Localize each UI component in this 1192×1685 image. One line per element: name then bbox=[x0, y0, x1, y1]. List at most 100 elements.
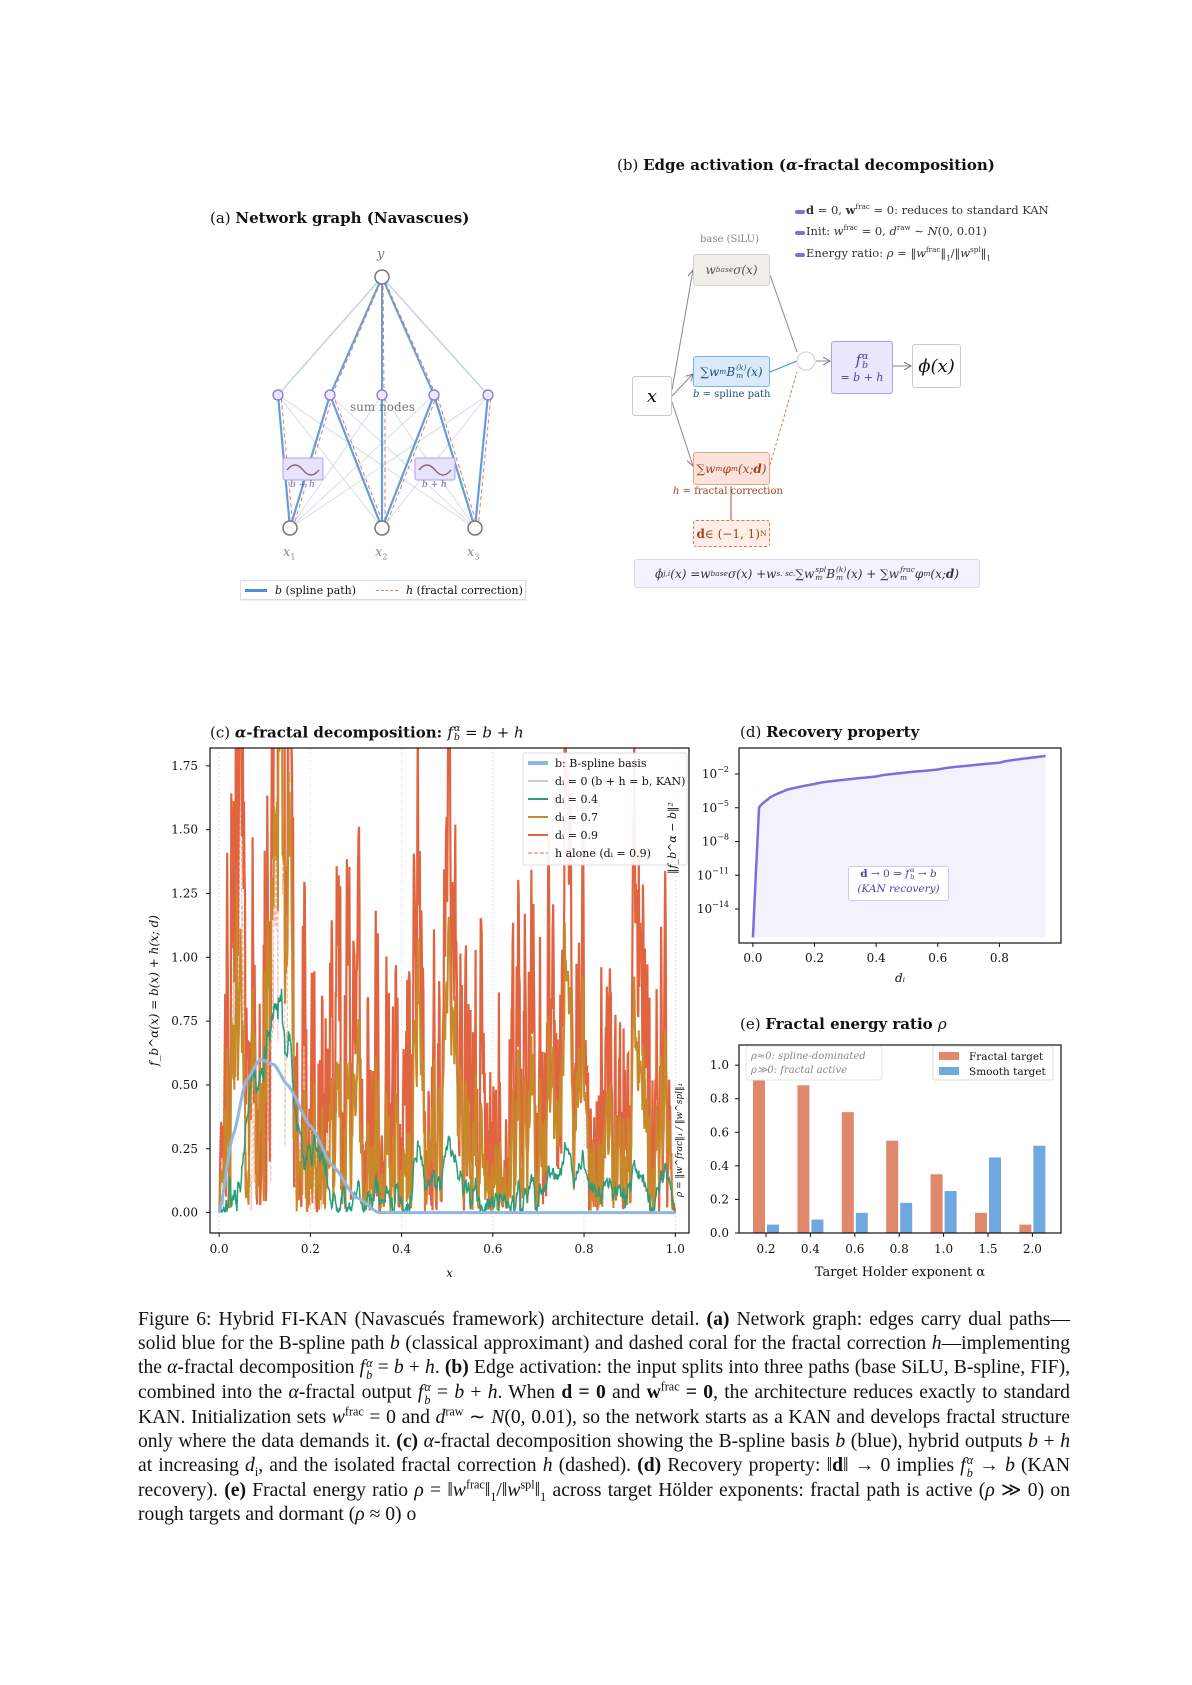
sub-script: 1 bbox=[540, 1489, 547, 1504]
text-run: ‖ bbox=[484, 1479, 491, 1501]
fractal-edge bbox=[477, 394, 492, 529]
text-run: d bbox=[435, 1406, 446, 1428]
text-run: B bbox=[726, 364, 736, 379]
legend-box bbox=[932, 1045, 1054, 1081]
x-tick-label: 0.2 bbox=[805, 951, 824, 965]
y-tick-label: 0.4 bbox=[710, 1159, 729, 1173]
text-run: ∼ bbox=[910, 224, 928, 238]
spline-caption: b = spline path bbox=[693, 389, 770, 400]
bar-fractal bbox=[886, 1140, 899, 1233]
text-run: d bbox=[860, 868, 868, 880]
network-graph bbox=[272, 269, 494, 536]
sum-node bbox=[482, 389, 494, 401]
base-label: base (SiLU) bbox=[700, 234, 759, 245]
input-label-x3: x3 bbox=[467, 545, 480, 562]
series-line-3 bbox=[218, 748, 677, 1213]
text-run: d bbox=[832, 1455, 844, 1477]
sub-script: b bbox=[366, 1367, 373, 1382]
text-run: ρ bbox=[985, 1479, 995, 1501]
f-box-sub: = b + h bbox=[840, 370, 884, 384]
x-tick-label: 0.2 bbox=[756, 1242, 775, 1256]
plot-area bbox=[217, 748, 677, 1215]
sup-script: frac bbox=[660, 1379, 680, 1394]
spline-edge bbox=[277, 276, 383, 396]
spline-edge bbox=[381, 276, 489, 396]
output-phi-box: ϕ(x) bbox=[912, 344, 961, 388]
text-run: Network graph: edges carry dual paths—so… bbox=[138, 1309, 1070, 1355]
figure-caption: Figure 6: Hybrid FI-KAN (Navascués frame… bbox=[138, 1308, 1070, 1527]
sup-script: frac bbox=[344, 1404, 364, 1419]
panel-b-title: (b) Edge activation (α-fractal decomposi… bbox=[617, 157, 995, 174]
text-run: b bbox=[835, 1430, 846, 1452]
exponent: −5 bbox=[717, 799, 729, 808]
axes-frame bbox=[209, 747, 690, 1234]
sub-script: b bbox=[862, 360, 869, 372]
text-run: (x) bbox=[746, 364, 763, 379]
text-run: f bbox=[359, 1357, 366, 1379]
bar-fractal bbox=[975, 1212, 987, 1233]
x-tick-label: 0.6 bbox=[483, 1242, 502, 1256]
text-run: (x; bbox=[737, 461, 754, 476]
bar-smooth bbox=[1033, 1145, 1046, 1233]
text-run: b bbox=[390, 1333, 400, 1355]
bar-smooth bbox=[989, 1157, 1001, 1233]
text-run: ≫ 0) on rough targets and dormant ( bbox=[138, 1479, 1071, 1525]
legend: b: B-spline basis dᵢ = 0 (b + h = b, KAN)… bbox=[522, 752, 688, 866]
x-tick-label: 2.0 bbox=[1023, 1242, 1042, 1256]
text-run: α bbox=[423, 1430, 434, 1452]
text-run: ‖ bbox=[940, 246, 947, 260]
sub-script: 1 bbox=[490, 1489, 497, 1504]
sup-script: spl bbox=[970, 245, 981, 255]
text-run: w bbox=[646, 1382, 661, 1404]
y-tick-label: 0.50 bbox=[171, 1078, 198, 1092]
light-edge bbox=[289, 394, 489, 529]
sub-script: 3 bbox=[474, 552, 480, 562]
y-tick-label: 10−14 bbox=[697, 900, 729, 916]
text-run: ∈ (−1, 1) bbox=[704, 526, 760, 541]
x-tick-label: 0.2 bbox=[301, 1242, 320, 1256]
text-run: d bbox=[245, 1455, 255, 1477]
y-tick-label: 1.00 bbox=[171, 950, 198, 964]
base-connector bbox=[769, 274, 798, 353]
text-run: B bbox=[826, 566, 836, 581]
y-tick-label: 1.25 bbox=[171, 887, 198, 901]
y-tick-label: 10−2 bbox=[702, 765, 729, 781]
text-run: Recovery property bbox=[766, 723, 920, 741]
text-run: (x) + ∑ bbox=[846, 566, 889, 581]
axes-frame bbox=[738, 1044, 1062, 1234]
legend-label: dᵢ = 0.9 bbox=[555, 829, 598, 842]
text-run: = bbox=[430, 1382, 455, 1404]
sub-script: 2 bbox=[382, 552, 388, 562]
fractal-connector bbox=[769, 371, 798, 466]
text-run: /‖ bbox=[496, 1479, 508, 1501]
text-run: α bbox=[288, 1382, 299, 1404]
spline-box: ∑ w m B (k) m (x) bbox=[693, 356, 770, 387]
sup-script: α bbox=[910, 866, 915, 875]
y-tick-label: 10−11 bbox=[697, 866, 729, 882]
arrow-to-spline bbox=[671, 374, 693, 397]
text-run: d bbox=[945, 566, 955, 581]
arrow-to-base bbox=[671, 270, 693, 391]
spline-edge bbox=[328, 394, 384, 529]
note-reduces-to-kan: d = 0, wfrac = 0: reduces to standard KA… bbox=[806, 203, 1049, 217]
text-run: ρ bbox=[937, 1015, 947, 1033]
text-run: w bbox=[888, 566, 899, 581]
bar-fractal bbox=[797, 1085, 810, 1233]
fractal-edge bbox=[436, 394, 479, 529]
light-edge bbox=[329, 394, 476, 529]
text-run: x bbox=[467, 545, 475, 560]
exponent: −8 bbox=[717, 833, 729, 842]
fractal-edge bbox=[382, 276, 385, 396]
script-stack: spl m bbox=[815, 566, 826, 581]
panel-e-title: (e) Fractal energy ratio ρ bbox=[740, 1016, 947, 1033]
text-run: = 0: reduces to standard KAN bbox=[869, 203, 1049, 217]
text-run: → bbox=[914, 868, 930, 880]
sub-script: b bbox=[424, 1392, 431, 1407]
edge-activation-diagram bbox=[671, 210, 911, 520]
x-axis-label: dᵢ bbox=[895, 971, 906, 985]
text-run: w bbox=[708, 364, 720, 379]
text-run: h bbox=[406, 583, 414, 597]
text-run: and bbox=[605, 1382, 647, 1404]
text-run: (KAN recovery). bbox=[138, 1455, 1071, 1501]
